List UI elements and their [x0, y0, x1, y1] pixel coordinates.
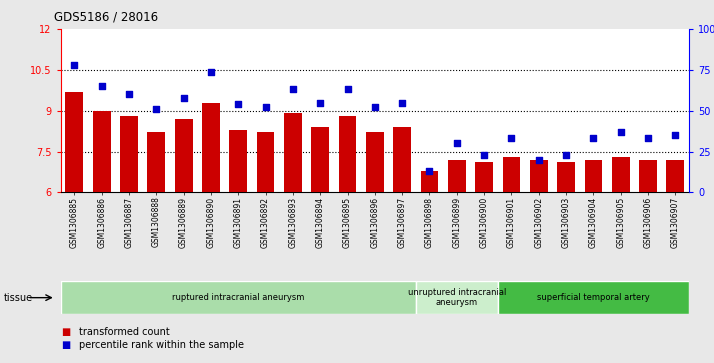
- Point: [560, 152, 572, 158]
- Point: [342, 86, 353, 92]
- Point: [670, 132, 681, 138]
- Bar: [120, 116, 138, 192]
- Text: superficial temporal artery: superficial temporal artery: [537, 293, 650, 302]
- Point: [69, 62, 80, 68]
- Point: [588, 135, 599, 141]
- Bar: [666, 160, 684, 192]
- Bar: [639, 160, 657, 192]
- Bar: [147, 132, 165, 192]
- Bar: [585, 160, 603, 192]
- Point: [424, 168, 436, 174]
- Bar: [311, 127, 329, 192]
- Bar: [257, 132, 274, 192]
- Point: [533, 157, 545, 163]
- Text: transformed count: transformed count: [79, 327, 169, 337]
- Bar: [229, 130, 247, 192]
- Bar: [476, 163, 493, 192]
- Bar: [284, 113, 302, 192]
- Bar: [393, 127, 411, 192]
- Point: [260, 105, 271, 110]
- Text: ■: ■: [61, 340, 70, 350]
- Text: ruptured intracranial aneurysm: ruptured intracranial aneurysm: [172, 293, 304, 302]
- Point: [369, 105, 381, 110]
- Bar: [366, 132, 383, 192]
- Bar: [338, 116, 356, 192]
- Bar: [498, 281, 689, 314]
- Bar: [448, 160, 466, 192]
- Point: [643, 135, 654, 141]
- Text: GDS5186 / 28016: GDS5186 / 28016: [54, 11, 158, 24]
- Point: [478, 152, 490, 158]
- Point: [151, 106, 162, 112]
- Bar: [421, 171, 438, 192]
- Bar: [66, 92, 84, 192]
- Point: [233, 101, 244, 107]
- Point: [615, 129, 626, 135]
- Text: unruptured intracranial
aneurysm: unruptured intracranial aneurysm: [408, 288, 506, 307]
- Bar: [202, 102, 220, 192]
- Point: [451, 140, 463, 146]
- Point: [396, 99, 408, 105]
- Point: [96, 83, 107, 89]
- Bar: [503, 157, 521, 192]
- Text: percentile rank within the sample: percentile rank within the sample: [79, 340, 243, 350]
- Point: [178, 95, 189, 101]
- Point: [287, 86, 298, 92]
- Bar: [530, 160, 548, 192]
- Bar: [61, 281, 416, 314]
- Point: [314, 99, 326, 105]
- Point: [205, 69, 216, 74]
- Bar: [416, 281, 498, 314]
- Point: [506, 135, 517, 141]
- Text: tissue: tissue: [4, 293, 33, 303]
- Bar: [175, 119, 193, 192]
- Bar: [93, 111, 111, 192]
- Text: ■: ■: [61, 327, 70, 337]
- Bar: [557, 163, 575, 192]
- Point: [124, 91, 135, 97]
- Bar: [612, 157, 630, 192]
